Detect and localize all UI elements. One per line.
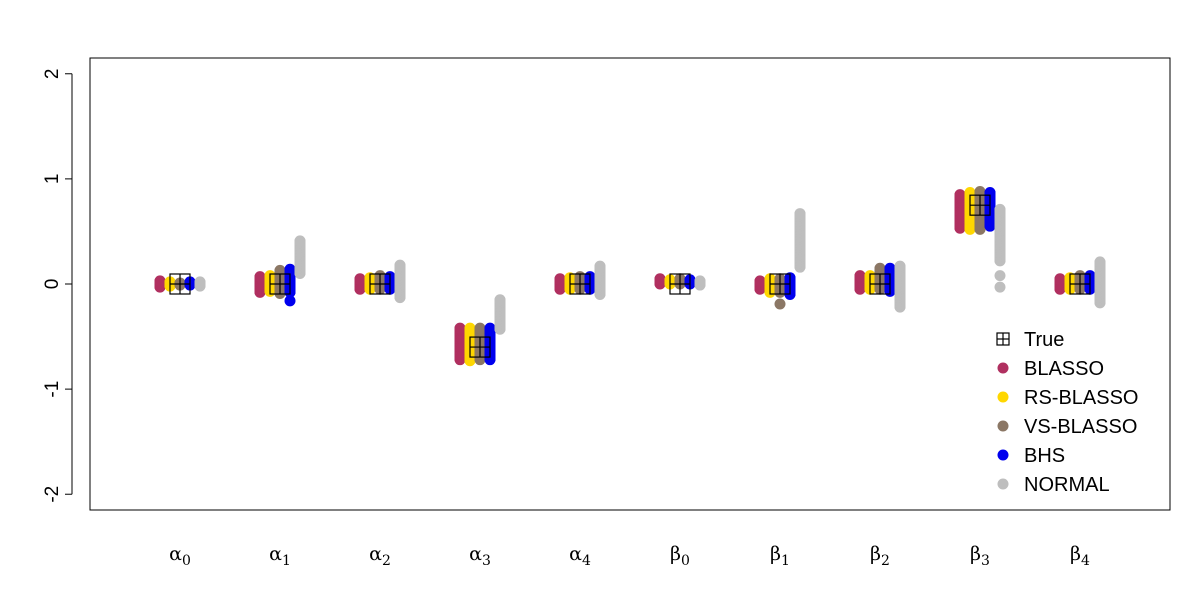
y-axis: -2 -1 0 1 2: [42, 68, 73, 503]
x-tick-label: β4: [1070, 543, 1090, 569]
x-tick-label: α2: [369, 543, 391, 569]
data-point: [354, 273, 366, 285]
series-blasso: [154, 189, 1066, 366]
data-point: [394, 259, 406, 271]
legend: True BLASSO RS-BLASSO VS-BLASSO BHS NORMAL: [996, 329, 1138, 496]
legend-entry: BLASSO: [997, 358, 1104, 380]
data-point: [874, 262, 886, 274]
data-point-outlier: [774, 298, 786, 310]
x-tick-label: α4: [569, 543, 591, 569]
true-marker: [869, 273, 891, 295]
data-point: [1054, 273, 1066, 285]
legend-entry: NORMAL: [997, 474, 1110, 496]
data-point: [974, 185, 986, 197]
x-tick-label: β2: [870, 543, 890, 569]
data-point: [484, 322, 496, 334]
data-point: [994, 203, 1006, 215]
series-vs-blasso: [174, 185, 1086, 366]
legend-swatch: [997, 449, 1009, 461]
data-point: [1094, 256, 1106, 268]
x-axis: α0 α1 α2 α3 α4 β0 β1 β2 β3 β4: [169, 543, 1090, 569]
x-tick-label: α3: [469, 543, 491, 569]
legend-swatch: [997, 478, 1009, 490]
x-tick-label: β1: [770, 543, 790, 569]
legend-entry: True: [996, 329, 1064, 351]
true-value-markers: [169, 194, 1091, 358]
true-marker: [969, 194, 991, 216]
true-marker: [469, 336, 491, 358]
data-points: [154, 185, 1106, 367]
legend-label: VS-BLASSO: [1024, 416, 1137, 438]
legend-label: True: [1024, 329, 1064, 351]
x-tick-label: α0: [169, 543, 191, 569]
plot-frame: [89, 57, 1171, 511]
true-marker: [669, 273, 691, 295]
series-normal: [194, 203, 1106, 335]
legend-entry: RS-BLASSO: [997, 387, 1138, 409]
legend-label: RS-BLASSO: [1024, 387, 1138, 409]
y-tick-label: 0: [42, 279, 63, 290]
data-point-outlier: [994, 281, 1006, 293]
true-marker: [769, 273, 791, 295]
data-point: [754, 275, 766, 287]
legend-swatch: [997, 420, 1009, 432]
x-tick-label: β3: [970, 543, 990, 569]
legend-label: NORMAL: [1024, 474, 1110, 496]
x-tick-label: α1: [269, 543, 291, 569]
data-point: [274, 264, 286, 276]
y-tick-label: 2: [42, 68, 63, 79]
data-point: [494, 294, 506, 306]
data-point: [454, 322, 466, 334]
data-point: [884, 262, 896, 274]
data-point: [554, 273, 566, 285]
true-marker: [169, 273, 191, 295]
x-tick-label: β0: [670, 543, 690, 569]
data-point: [954, 189, 966, 201]
data-point: [464, 322, 476, 334]
data-point: [284, 263, 296, 275]
data-point: [194, 276, 206, 288]
legend-swatch: [997, 362, 1009, 374]
true-marker: [369, 273, 391, 295]
true-marker: [1069, 273, 1091, 295]
y-tick-label: -2: [42, 486, 63, 503]
data-point: [294, 235, 306, 247]
legend-label: BHS: [1024, 445, 1065, 467]
data-point: [894, 260, 906, 272]
data-point-outlier: [994, 270, 1006, 282]
legend-swatch: [997, 391, 1009, 403]
legend-entry: BHS: [997, 445, 1065, 467]
data-point: [854, 270, 866, 282]
data-point: [594, 260, 606, 272]
data-point: [794, 208, 806, 220]
legend-entry: VS-BLASSO: [997, 416, 1137, 438]
data-point: [474, 322, 486, 334]
true-marker: [569, 273, 591, 295]
data-point: [254, 271, 266, 283]
data-point: [154, 275, 166, 287]
y-tick-label: 1: [42, 174, 63, 185]
data-point: [654, 273, 666, 285]
data-point-outlier: [284, 295, 296, 307]
y-tick-label: -1: [42, 381, 63, 398]
true-marker: [269, 273, 291, 295]
legend-label: BLASSO: [1024, 358, 1104, 380]
data-point: [694, 275, 706, 287]
